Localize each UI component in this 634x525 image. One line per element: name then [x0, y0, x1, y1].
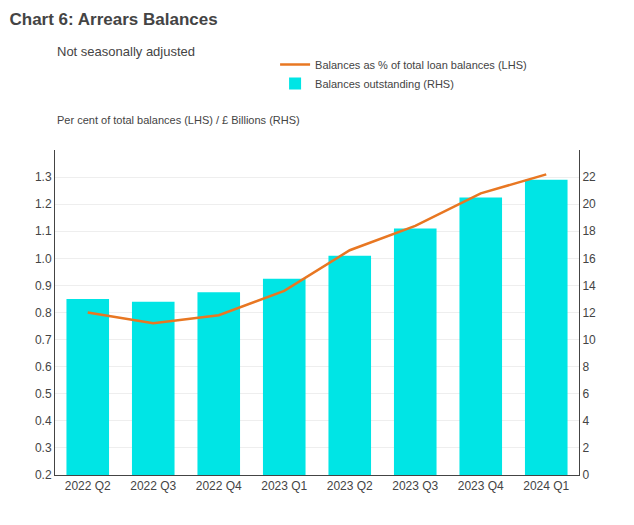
svg-text:2023 Q1: 2023 Q1	[261, 479, 307, 493]
svg-text:8: 8	[582, 360, 589, 374]
svg-text:1.1: 1.1	[35, 224, 52, 238]
svg-text:0.6: 0.6	[35, 360, 52, 374]
svg-text:2022 Q4: 2022 Q4	[196, 479, 242, 493]
svg-text:2022 Q2: 2022 Q2	[65, 479, 111, 493]
svg-text:0.4: 0.4	[35, 414, 52, 428]
svg-text:10: 10	[582, 333, 596, 347]
svg-text:2023 Q3: 2023 Q3	[392, 479, 438, 493]
svg-text:18: 18	[582, 224, 596, 238]
svg-text:2023 Q2: 2023 Q2	[327, 479, 373, 493]
svg-text:0.7: 0.7	[35, 333, 52, 347]
svg-text:Per cent of total balances (LH: Per cent of total balances (LHS) / £ Bil…	[57, 114, 300, 126]
svg-text:Chart 6: Arrears Balances: Chart 6: Arrears Balances	[10, 10, 218, 29]
svg-text:0.3: 0.3	[35, 441, 52, 455]
svg-text:0.2: 0.2	[35, 468, 52, 482]
svg-text:1.2: 1.2	[35, 197, 52, 211]
svg-text:0.9: 0.9	[35, 279, 52, 293]
svg-text:12: 12	[582, 306, 596, 320]
svg-text:20: 20	[582, 197, 596, 211]
svg-text:2: 2	[582, 441, 589, 455]
svg-text:1.0: 1.0	[35, 252, 52, 266]
svg-text:22: 22	[582, 170, 596, 184]
svg-text:0: 0	[582, 468, 589, 482]
svg-text:Not seasonally adjusted: Not seasonally adjusted	[57, 44, 195, 59]
svg-text:14: 14	[582, 279, 596, 293]
svg-text:16: 16	[582, 252, 596, 266]
svg-text:2023 Q4: 2023 Q4	[458, 479, 504, 493]
svg-text:Balances outstanding (RHS): Balances outstanding (RHS)	[315, 78, 454, 90]
svg-text:1.3: 1.3	[35, 170, 52, 184]
svg-text:4: 4	[582, 414, 589, 428]
svg-text:2022 Q3: 2022 Q3	[130, 479, 176, 493]
svg-text:0.8: 0.8	[35, 306, 52, 320]
svg-text:Balances as % of total loan ba: Balances as % of total loan balances (LH…	[315, 59, 527, 71]
svg-text:0.5: 0.5	[35, 387, 52, 401]
svg-text:2024 Q1: 2024 Q1	[523, 479, 569, 493]
svg-text:6: 6	[582, 387, 589, 401]
